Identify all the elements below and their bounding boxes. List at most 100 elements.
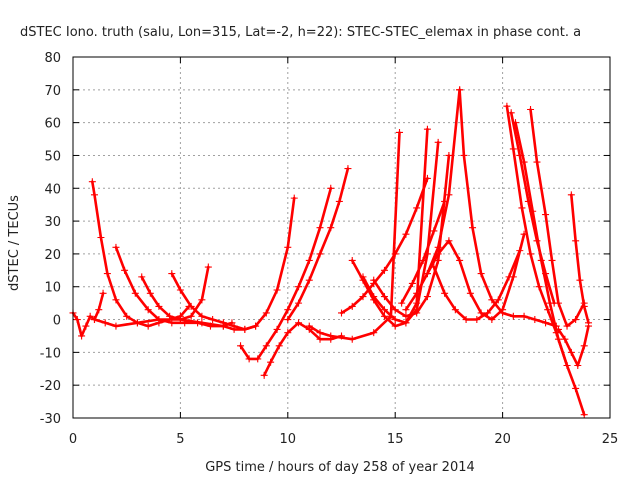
data-arc <box>90 194 298 333</box>
data-point <box>477 309 485 317</box>
data-point <box>176 286 184 294</box>
data-point <box>209 316 217 324</box>
data-point <box>533 158 541 166</box>
data-point <box>219 322 227 330</box>
y-tick-label: 30 <box>44 215 61 230</box>
data-point <box>327 332 335 340</box>
data-arc <box>456 86 560 330</box>
data-point <box>554 335 562 343</box>
data-point <box>230 325 238 333</box>
data-point <box>144 306 152 314</box>
data-point <box>348 256 356 264</box>
data-point <box>370 279 378 287</box>
data-point <box>295 283 303 291</box>
y-tick-label: 70 <box>44 84 61 99</box>
data-point <box>348 302 356 310</box>
data-point <box>572 316 580 324</box>
data-point <box>144 322 152 330</box>
data-point <box>572 384 580 392</box>
y-tick-label: 50 <box>44 149 61 164</box>
data-point <box>90 316 98 324</box>
data-point <box>133 319 141 327</box>
arc-line <box>239 187 333 361</box>
data-point <box>176 316 184 324</box>
x-tick-label: 0 <box>69 432 77 447</box>
data-point <box>488 316 496 324</box>
data-point <box>567 191 575 199</box>
data-point <box>567 348 575 356</box>
data-point <box>284 316 292 324</box>
data-point <box>204 263 212 271</box>
x-tick-label: 20 <box>494 432 511 447</box>
data-point <box>413 309 421 317</box>
data-point <box>391 250 399 258</box>
data-point <box>423 174 431 182</box>
arc-line <box>404 232 526 321</box>
data-point <box>527 106 535 114</box>
arc-line <box>432 249 522 321</box>
data-point <box>554 299 562 307</box>
data-point <box>574 361 582 369</box>
data-point <box>338 309 345 317</box>
data-arc <box>237 184 335 363</box>
data-point <box>252 322 260 330</box>
data-point <box>112 296 120 304</box>
data-point <box>198 319 206 327</box>
data-point <box>86 312 94 320</box>
data-point <box>511 119 519 127</box>
data-point <box>391 316 399 324</box>
data-point <box>78 332 86 340</box>
data-point <box>359 293 367 301</box>
data-point <box>316 335 324 343</box>
data-point <box>262 309 270 317</box>
data-point <box>466 289 474 297</box>
data-point <box>460 151 468 159</box>
data-arc <box>554 322 593 369</box>
data-point <box>441 289 449 297</box>
data-point <box>391 322 399 330</box>
data-point <box>561 335 569 343</box>
y-axis-label: dSTEC / TECUs <box>7 195 22 291</box>
data-point <box>402 306 410 314</box>
data-arc <box>511 119 588 419</box>
data-point <box>370 329 378 337</box>
data-point <box>138 273 146 281</box>
data-arc <box>398 197 449 307</box>
data-point <box>380 312 388 320</box>
data-point <box>434 138 442 146</box>
x-tick-label: 15 <box>387 432 404 447</box>
data-point <box>395 128 403 136</box>
data-point <box>537 256 545 264</box>
data-point <box>408 279 416 287</box>
data-point <box>359 273 367 281</box>
data-point <box>101 319 109 327</box>
data-point <box>254 355 262 363</box>
data-point <box>273 325 281 333</box>
data-point <box>398 299 406 307</box>
data-point <box>99 289 107 297</box>
data-point <box>344 165 352 173</box>
data-point <box>335 197 343 205</box>
data-arc <box>88 178 193 330</box>
data-point <box>572 237 580 245</box>
arc-line <box>529 108 586 328</box>
data-point <box>245 355 253 363</box>
data-point <box>262 342 270 350</box>
data-point <box>103 270 111 278</box>
data-point <box>456 256 464 264</box>
data-point <box>187 312 195 320</box>
data-point <box>520 312 528 320</box>
data-arc <box>284 165 352 324</box>
arc-line <box>140 265 210 321</box>
data-point <box>542 211 550 219</box>
data-point <box>402 230 410 238</box>
axis-ticks: 0 5 10 15 20 25 -30 -20 -10 0 10 20 30 40 50 60 70 80 <box>40 51 619 447</box>
data-arc <box>260 319 345 379</box>
data-point <box>563 322 571 330</box>
data-point <box>402 319 410 327</box>
x-tick-label: 5 <box>176 432 184 447</box>
data-point <box>477 270 485 278</box>
data-point <box>380 266 388 274</box>
data-point <box>419 256 427 264</box>
data-point <box>295 319 303 327</box>
